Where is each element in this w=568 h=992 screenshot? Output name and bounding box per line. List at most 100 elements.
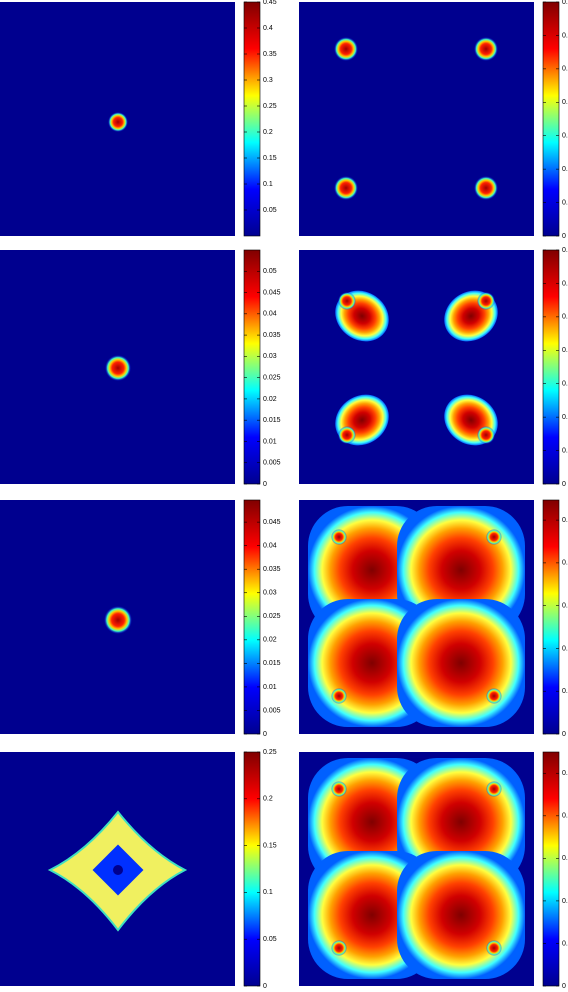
colorbar-tick-label: 0.1 [263,889,273,896]
blob [477,292,495,310]
panel [0,752,235,986]
colorbar-tick-label: 0 [562,481,566,488]
colorbar-tick-label: 0.3 [263,77,273,84]
panel [299,2,534,236]
colorbar-tick-label: 0.2 [562,166,568,173]
colorbar-tick-label: 0 [562,731,566,738]
colorbar-tick-label: 0.15 [263,155,277,162]
colorbar [243,499,261,735]
blob [486,529,502,545]
blob [486,940,502,956]
blob [486,688,502,704]
colorbar-tick-label: 0.4 [562,560,568,567]
colorbar-tick-label: 0.4 [562,813,568,820]
colorbar-tick-label: 0.01 [263,684,277,691]
blob [331,688,347,704]
colorbar-tick-label: 0.035 [263,332,281,339]
colorbar-tick-label: 0.035 [263,566,281,573]
colorbar-tick-label: 0.3 [562,381,568,388]
colorbar-tick-label: 0 [263,731,267,738]
blob [397,851,525,979]
panel [0,500,235,734]
colorbar-tick-label: 0 [263,983,267,990]
colorbar-tick-label: 0.04 [263,543,277,550]
blob [397,599,525,727]
colorbar-tick-label: 0.015 [263,417,281,424]
panel [0,250,235,484]
blob [477,426,495,444]
colorbar-tick-label: 0.005 [263,460,281,467]
colorbar-tick-label: 0.025 [263,374,281,381]
colorbar-tick-label: 0.7 [562,247,568,254]
colorbar-tick-label: 0.03 [263,590,277,597]
blob [334,176,358,200]
colorbar-tick-label: 0.01 [263,438,277,445]
colorbar-tick-label: 0.05 [263,268,277,275]
colorbar-tick-label: 0.1 [562,940,568,947]
colorbar-tick-label: 0.005 [263,707,281,714]
colorbar [542,1,560,237]
colorbar-tick-label: 0.35 [263,51,277,58]
colorbar-tick-label: 0.015 [263,660,281,667]
colorbar [243,249,261,485]
blob [334,37,358,61]
colorbar-tick-label: 0.6 [562,280,568,287]
colorbar [243,1,261,237]
colorbar-tick-label: 0.2 [263,129,273,136]
colorbar-tick-label: 0.045 [263,519,281,526]
colorbar-tick-label: 0 [263,481,267,488]
colorbar-tick-label: 0.05 [263,207,277,214]
colorbar-tick-label: 0.4 [263,25,273,32]
panel [299,500,534,734]
colorbar-tick-label: 0.1 [562,447,568,454]
colorbar-tick-label: 0.2 [562,645,568,652]
heatmap-background [299,2,534,236]
blob [474,176,498,200]
colorbar [542,499,560,735]
colorbar [243,751,261,987]
blob [105,355,131,381]
colorbar-tick-label: 0.7 [562,0,568,6]
colorbar-tick-label: 0.4 [562,347,568,354]
colorbar-tick-label: 0.02 [263,637,277,644]
colorbar-tick-label: 0.5 [562,66,568,73]
panel [0,2,235,236]
colorbar-tick-label: 0.1 [562,688,568,695]
colorbar-tick-label: 0 [562,983,566,990]
colorbar-tick-label: 0.2 [562,898,568,905]
colorbar [542,249,560,485]
colorbar-tick-label: 0.04 [263,311,277,318]
colorbar-tick-label: 0.02 [263,396,277,403]
colorbar-tick-label: 0.6 [562,32,568,39]
colorbar-tick-label: 0.025 [263,613,281,620]
blob [331,940,347,956]
colorbar-tick-label: 0.3 [562,603,568,610]
colorbar-tick-label: 0.1 [263,181,273,188]
colorbar-tick-label: 0.15 [263,842,277,849]
colorbar-tick-label: 0.2 [263,796,273,803]
colorbar-tick-label: 0.5 [562,770,568,777]
colorbar-tick-label: 0.4 [562,99,568,106]
blob [331,529,347,545]
blob [108,112,128,132]
panel [299,752,534,986]
colorbar-tick-label: 0.25 [263,103,277,110]
blob [331,781,347,797]
colorbar-tick-label: 0.3 [562,855,568,862]
blob [338,426,356,444]
colorbar-tick-label: 0 [562,233,566,240]
colorbar-tick-label: 0.1 [562,199,568,206]
blob [486,781,502,797]
blob [104,606,132,634]
colorbar-tick-label: 0.03 [263,353,277,360]
colorbar-tick-label: 0.3 [562,133,568,140]
colorbar-tick-label: 0.05 [263,936,277,943]
blob [474,37,498,61]
colorbar-tick-label: 0.45 [263,0,277,6]
colorbar-tick-label: 0.5 [562,517,568,524]
heatmap-background [299,250,534,484]
colorbar-tick-label: 0.5 [562,314,568,321]
blob [338,292,356,310]
colorbar-tick-label: 0.2 [562,414,568,421]
